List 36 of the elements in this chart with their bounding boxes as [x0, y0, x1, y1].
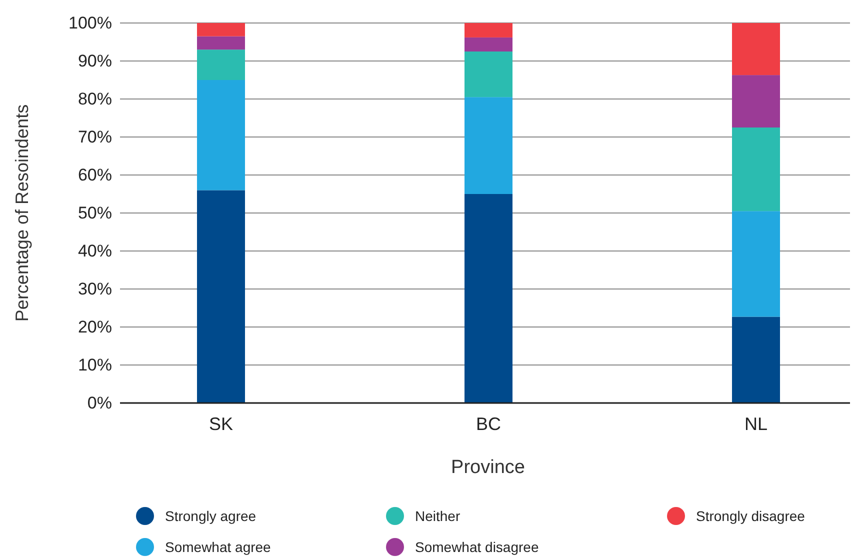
y-tick-label: 50%	[78, 203, 112, 222]
x-axis-title: Province	[451, 457, 525, 478]
bar	[732, 211, 780, 317]
x-tick-label: SK	[208, 414, 234, 434]
x-tick-label: BC	[476, 414, 502, 434]
y-axis-title: Percentage of Resoindents	[12, 104, 32, 322]
bar	[732, 75, 780, 128]
y-tick-label: 0%	[87, 393, 112, 412]
y-tick-label: 20%	[78, 317, 112, 336]
bar	[732, 23, 780, 76]
bar	[464, 52, 512, 98]
bar	[464, 194, 512, 403]
bar	[464, 37, 512, 52]
bar	[197, 36, 245, 50]
bar	[197, 190, 245, 403]
bar	[464, 97, 512, 194]
x-tick-label: NL	[744, 414, 768, 434]
bar	[197, 23, 245, 36]
y-tick-label: 90%	[78, 51, 112, 70]
bar	[732, 128, 780, 212]
legend-label: Somewhat disagree	[415, 539, 539, 555]
legend-label: Neither	[415, 508, 460, 524]
bar	[197, 80, 245, 190]
legend-label: Strongly agree	[165, 508, 256, 524]
bar	[732, 316, 780, 403]
legend-label: Strongly disagree	[696, 508, 806, 524]
y-tick-label: 100%	[68, 13, 112, 32]
y-tick-label: 80%	[78, 89, 112, 108]
bar	[197, 50, 245, 80]
y-tick-label: 10%	[78, 355, 112, 374]
legend-label: Somewhat agree	[165, 539, 272, 555]
bar	[464, 23, 512, 38]
y-tick-label: 60%	[78, 165, 112, 184]
y-tick-label: 40%	[78, 241, 112, 260]
y-tick-label: 70%	[78, 127, 112, 146]
y-tick-label: 30%	[78, 279, 112, 298]
